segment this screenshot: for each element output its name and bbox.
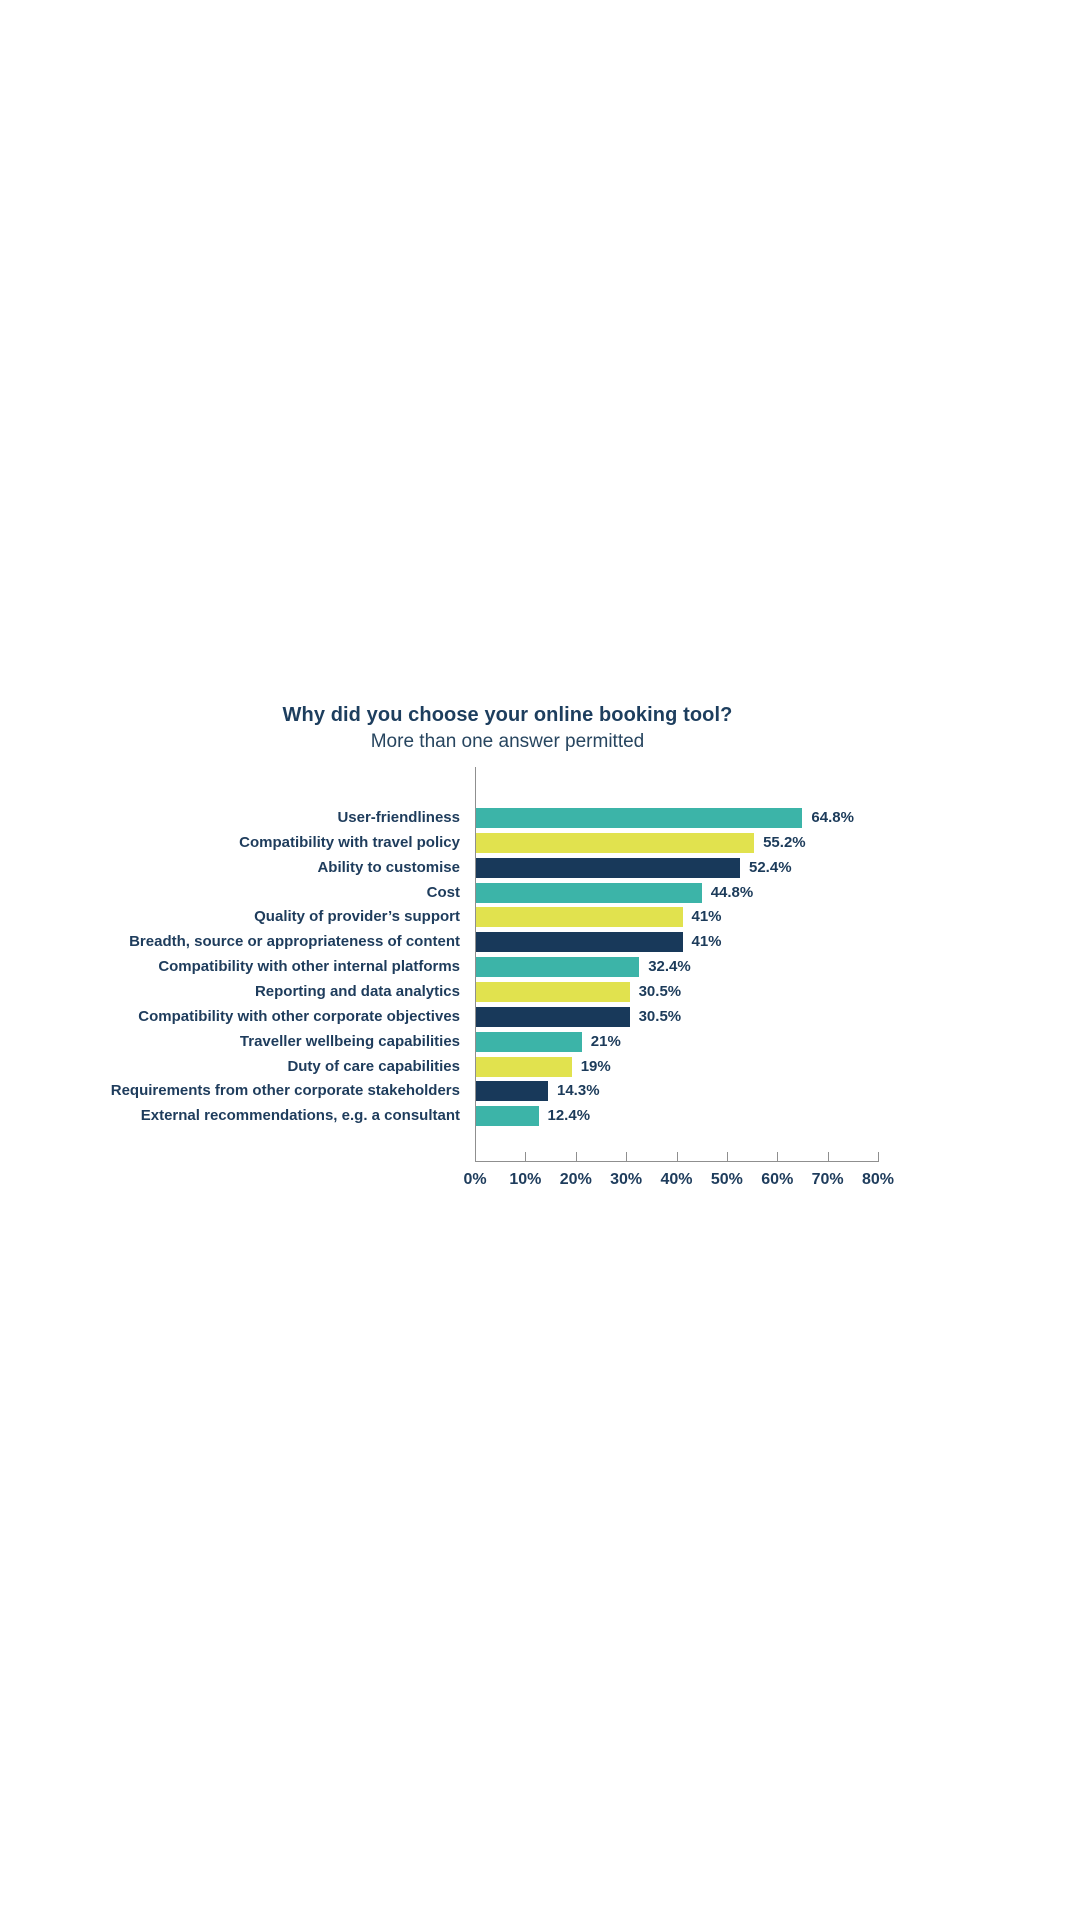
x-tick-label: 70% [811,1171,844,1188]
category-label: Quality of provider’s support [254,908,460,926]
bar [476,1081,548,1102]
category-label: Reporting and data analytics [254,982,460,1000]
bar [476,907,683,928]
category-label: Ability to customise [317,858,460,876]
x-tick [726,1152,728,1161]
x-tick [475,1152,476,1161]
category-label: Requirements from other corporate stakeh… [110,1082,460,1100]
value-label: 41% [691,933,722,951]
x-tick-label: 20% [559,1171,592,1188]
value-label: 30.5% [638,982,682,1000]
category-label: User-friendliness [337,809,460,826]
value-label: 19% [580,1057,611,1075]
category-label: Compatibility with travel policy [239,833,460,851]
x-tick-label: 50% [710,1171,743,1188]
x-tick [777,1152,779,1161]
category-label: Duty of care capabilities [287,1057,460,1075]
bar [476,1056,572,1077]
bar [476,882,702,903]
x-tick-label: 80% [861,1171,895,1188]
value-label: 12.4% [547,1107,591,1125]
y-axis-line [475,767,476,1161]
x-tick-label: 60% [761,1171,794,1188]
value-label: 44.8% [710,883,754,901]
value-label: 55.2% [763,833,806,851]
x-tick [676,1152,678,1161]
x-tick-label: 10% [509,1171,542,1188]
x-tick [575,1152,577,1161]
category-label: Compatibility with other internal platfo… [158,958,460,976]
x-tick [626,1152,628,1161]
bar [476,957,640,978]
x-axis-line [475,1161,879,1162]
x-tick [827,1152,829,1161]
bar [476,1106,539,1127]
bar [476,857,740,878]
category-label: Breadth, source or appropriateness of co… [129,933,460,951]
chart-subtitle: More than one answer permitted [370,731,645,752]
value-label: 21% [590,1032,621,1050]
bar [476,1006,630,1027]
value-label: 30.5% [638,1007,682,1025]
value-label: 32.4% [648,958,691,976]
category-label: Cost [426,883,460,901]
x-tick-label: 30% [610,1171,643,1188]
category-label: External recommendations, e.g. a consult… [140,1107,460,1125]
value-label: 41% [691,908,722,926]
x-tick [525,1152,527,1161]
bar [476,808,803,828]
x-tick [878,1152,879,1161]
bar [476,1031,582,1052]
bar [476,932,683,953]
bar [476,832,755,853]
x-tick-label: 40% [660,1171,693,1188]
value-label: 14.3% [557,1082,600,1100]
value-label: 52.4% [749,858,792,876]
category-label: Traveller wellbeing capabilities [239,1032,460,1050]
bar [476,981,630,1002]
x-tick-label: 0% [463,1171,487,1188]
category-label: Compatibility with other corporate objec… [138,1007,460,1025]
chart-title: Why did you choose your online booking t… [282,704,733,726]
value-label: 64.8% [811,809,854,826]
